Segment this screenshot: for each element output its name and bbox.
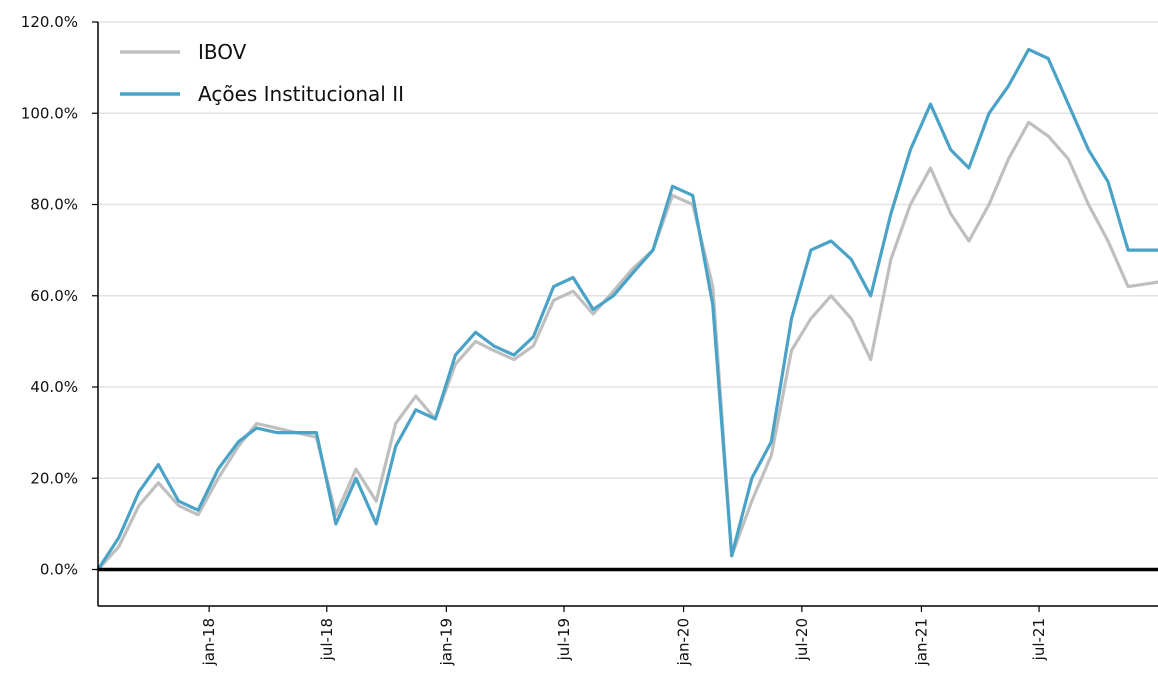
x-tick-label: jan-19	[437, 618, 455, 666]
grid-lines	[98, 21, 1158, 479]
y-tick-label: 80.0%	[30, 196, 78, 214]
legend-label-1: Ações Institucional II	[198, 82, 404, 106]
y-tick-label: 40.0%	[30, 378, 78, 396]
series-line-1	[96, 47, 1158, 572]
y-tick-label: 20.0%	[30, 469, 78, 487]
x-tick-label: jul-19	[555, 618, 573, 661]
x-axis-ticks: jan-18 jul-18 jan-19 jul-19 jan-20 jul-20 jan-…	[200, 606, 1048, 666]
y-tick-label: 60.0%	[30, 287, 78, 305]
x-tick-label: jan-18	[200, 618, 218, 666]
y-tick-label: 0.0%	[40, 561, 78, 579]
axes	[97, 22, 1158, 607]
y-axis-ticks: 0.0% 20.0% 40.0% 60.0% 80.0% 100.0% 120.0%	[21, 13, 98, 579]
legend-label-0: IBOV	[198, 40, 247, 64]
series-layer	[96, 47, 1158, 572]
y-tick-label: 100.0%	[21, 104, 78, 122]
x-tick-label: jul-21	[1030, 618, 1048, 661]
x-tick-label: jan-21	[912, 618, 930, 666]
y-tick-label: 120.0%	[21, 13, 78, 31]
x-tick-label: jul-20	[793, 618, 811, 661]
series-line-0	[96, 120, 1158, 572]
x-tick-label: jan-20	[675, 618, 693, 666]
x-tick-label: jul-18	[318, 618, 336, 661]
legend: IBOV Ações Institucional II	[120, 40, 404, 106]
